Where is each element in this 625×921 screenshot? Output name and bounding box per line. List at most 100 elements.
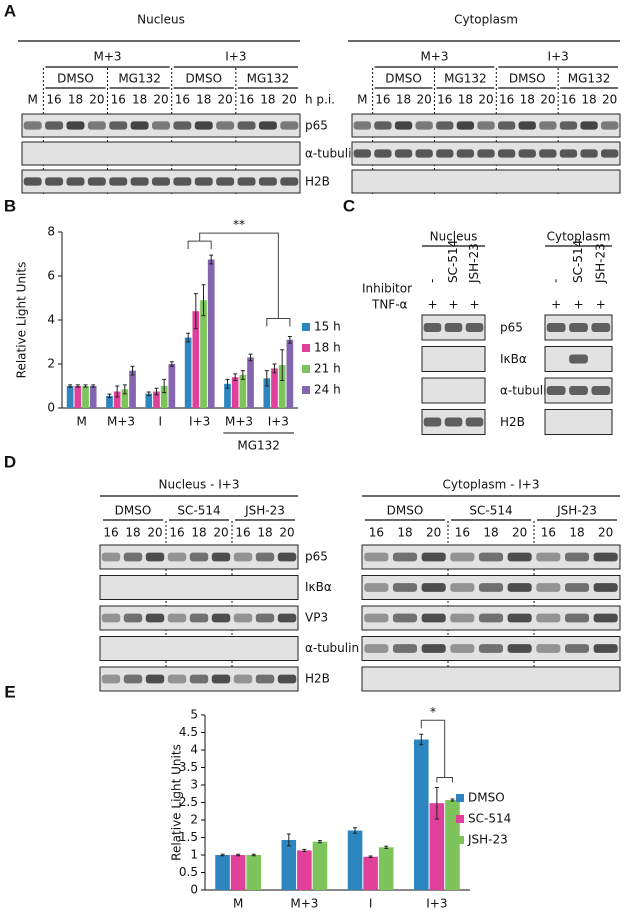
error-bar — [353, 827, 358, 834]
blot-band — [255, 613, 275, 623]
time-label: 18 — [125, 526, 140, 540]
blot-band — [536, 644, 561, 653]
error-bar — [130, 365, 135, 376]
time-label: 20 — [512, 526, 527, 540]
y-tick-label: 4 — [47, 313, 55, 327]
blot-band — [233, 613, 253, 623]
time-label: 18 — [569, 526, 584, 540]
error-bar — [302, 848, 307, 852]
blot-band — [109, 177, 128, 186]
blot-band — [478, 583, 504, 592]
blot-band — [559, 121, 578, 130]
time-label: 18 — [260, 93, 275, 107]
error-bar — [83, 384, 88, 388]
error-bar — [450, 798, 455, 802]
blot-band — [45, 177, 64, 186]
bar — [239, 375, 247, 408]
time-label: 16 — [239, 93, 254, 107]
error-bar — [248, 353, 253, 362]
blot-band — [569, 323, 588, 332]
tnf-label: + — [551, 298, 561, 312]
blot-band — [450, 552, 475, 562]
y-tick-label: 1.5 — [179, 830, 198, 844]
inhibitor-label: SC-514 — [571, 240, 585, 283]
time-label: 18 — [396, 93, 411, 107]
bar — [153, 391, 160, 408]
blot-band — [580, 121, 598, 130]
blot-band — [569, 354, 588, 364]
blot-band — [465, 323, 484, 332]
bar — [286, 339, 294, 408]
blot-band — [280, 177, 299, 186]
bar — [312, 841, 328, 890]
blot-band — [564, 583, 590, 592]
legend-label: 15 h — [314, 320, 341, 334]
blot-band — [450, 613, 475, 623]
row-label: VP3 — [305, 611, 328, 625]
blot-band — [518, 149, 536, 158]
time-label: 18 — [68, 93, 83, 107]
blot-band — [364, 613, 389, 623]
blot-band — [507, 552, 532, 562]
blot-band — [564, 644, 590, 653]
blot-band — [392, 583, 418, 592]
treatment-label: MG132 — [444, 72, 487, 86]
bar — [378, 847, 394, 890]
bar — [121, 389, 129, 408]
section-title: Cytoplasm - I+3 — [443, 478, 540, 492]
blot-band — [564, 552, 590, 562]
x-tick-label: M — [233, 897, 243, 911]
y-tick-label: 5 — [190, 708, 198, 722]
time-label: 16 — [175, 93, 190, 107]
bar — [278, 365, 286, 408]
treatment-label: DMSO — [185, 72, 222, 86]
blot-band — [444, 417, 463, 427]
blot-band — [123, 552, 143, 562]
blot-band — [539, 149, 557, 158]
blot-band — [152, 121, 170, 130]
blot-band — [353, 149, 371, 158]
blot-band — [392, 552, 418, 562]
inhibitor-label: SC-514 — [446, 240, 460, 283]
blot-band — [45, 121, 64, 130]
treatment-label: DMSO — [57, 72, 94, 86]
blot-band — [277, 613, 297, 623]
time-label: 20 — [417, 93, 432, 107]
blot-band — [237, 177, 256, 186]
blot-band — [591, 323, 611, 332]
error-bar — [384, 845, 389, 849]
time-label: 16 — [541, 526, 556, 540]
row-header: Inhibitor — [362, 282, 412, 296]
legend-swatch — [302, 365, 310, 373]
infection-label: I+3 — [548, 50, 569, 64]
time-label: 16 — [455, 526, 470, 540]
time-label: 16 — [46, 93, 61, 107]
bar — [74, 386, 82, 408]
time-label: 18 — [257, 526, 272, 540]
blot-band — [394, 121, 413, 130]
blot-band — [593, 583, 618, 592]
blot-band — [392, 613, 418, 623]
blot-band — [456, 149, 475, 158]
blot-band — [546, 386, 566, 395]
error-bar — [146, 391, 151, 396]
time-label: 18 — [191, 526, 206, 540]
blot-band — [450, 583, 475, 592]
x-tick-label: I+3 — [268, 415, 289, 429]
blot-band — [167, 552, 187, 562]
significance-bracket — [420, 719, 453, 783]
time-label: 20 — [282, 93, 297, 107]
y-tick-label: 8 — [47, 225, 55, 239]
blot-band — [101, 552, 121, 562]
time-label: 20 — [89, 93, 104, 107]
legend-label: SC-514 — [468, 812, 511, 826]
treatment-label: SC-514 — [469, 504, 512, 518]
panel-label: D — [4, 452, 16, 471]
y-axis-label: Relative Light Units — [170, 744, 184, 861]
error-bar — [287, 336, 292, 344]
blot-band — [374, 149, 392, 158]
treatment-label: SC-514 — [177, 504, 220, 518]
blot-band — [101, 674, 121, 684]
tnf-label: + — [596, 298, 606, 312]
section-title: Cytoplasm — [454, 13, 518, 27]
